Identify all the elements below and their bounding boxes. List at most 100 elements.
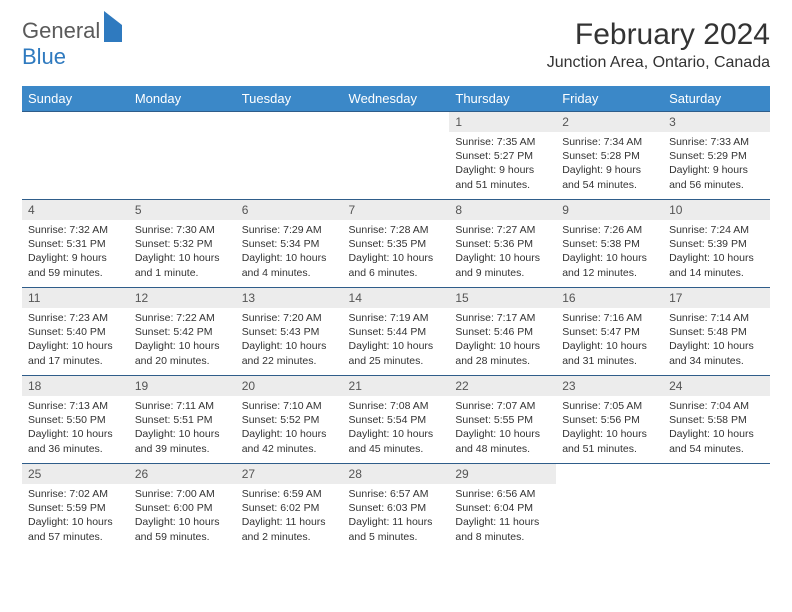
- day-number: 16: [556, 288, 663, 308]
- day-content: Sunrise: 7:34 AMSunset: 5:28 PMDaylight:…: [556, 132, 663, 196]
- day-number: 15: [449, 288, 556, 308]
- calendar-cell: 16Sunrise: 7:16 AMSunset: 5:47 PMDayligh…: [556, 288, 663, 376]
- day-content: Sunrise: 7:30 AMSunset: 5:32 PMDaylight:…: [129, 220, 236, 284]
- day-number: 13: [236, 288, 343, 308]
- day-content: Sunrise: 7:02 AMSunset: 5:59 PMDaylight:…: [22, 484, 129, 548]
- day-header: Monday: [129, 86, 236, 112]
- calendar-cell: 15Sunrise: 7:17 AMSunset: 5:46 PMDayligh…: [449, 288, 556, 376]
- day-number: 14: [343, 288, 450, 308]
- day-content: Sunrise: 7:14 AMSunset: 5:48 PMDaylight:…: [663, 308, 770, 372]
- day-number: 4: [22, 200, 129, 220]
- calendar-cell: 24Sunrise: 7:04 AMSunset: 5:58 PMDayligh…: [663, 376, 770, 464]
- calendar-cell: [663, 464, 770, 552]
- day-content: Sunrise: 7:04 AMSunset: 5:58 PMDaylight:…: [663, 396, 770, 460]
- day-number: 19: [129, 376, 236, 396]
- day-number: 20: [236, 376, 343, 396]
- day-content: Sunrise: 7:13 AMSunset: 5:50 PMDaylight:…: [22, 396, 129, 460]
- day-content: Sunrise: 7:07 AMSunset: 5:55 PMDaylight:…: [449, 396, 556, 460]
- day-content: Sunrise: 7:17 AMSunset: 5:46 PMDaylight:…: [449, 308, 556, 372]
- day-content: Sunrise: 7:27 AMSunset: 5:36 PMDaylight:…: [449, 220, 556, 284]
- calendar-cell: [22, 112, 129, 200]
- day-number: 6: [236, 200, 343, 220]
- day-content: Sunrise: 7:10 AMSunset: 5:52 PMDaylight:…: [236, 396, 343, 460]
- calendar-cell: 26Sunrise: 7:00 AMSunset: 6:00 PMDayligh…: [129, 464, 236, 552]
- day-content: Sunrise: 7:11 AMSunset: 5:51 PMDaylight:…: [129, 396, 236, 460]
- day-number: 27: [236, 464, 343, 484]
- calendar-cell: 14Sunrise: 7:19 AMSunset: 5:44 PMDayligh…: [343, 288, 450, 376]
- day-content: Sunrise: 7:19 AMSunset: 5:44 PMDaylight:…: [343, 308, 450, 372]
- day-number: 7: [343, 200, 450, 220]
- day-content: Sunrise: 7:33 AMSunset: 5:29 PMDaylight:…: [663, 132, 770, 196]
- calendar-cell: 6Sunrise: 7:29 AMSunset: 5:34 PMDaylight…: [236, 200, 343, 288]
- day-content: Sunrise: 7:24 AMSunset: 5:39 PMDaylight:…: [663, 220, 770, 284]
- day-number: 10: [663, 200, 770, 220]
- calendar-row: 11Sunrise: 7:23 AMSunset: 5:40 PMDayligh…: [22, 288, 770, 376]
- day-number: 28: [343, 464, 450, 484]
- title-block: February 2024 Junction Area, Ontario, Ca…: [547, 18, 770, 72]
- calendar-cell: 3Sunrise: 7:33 AMSunset: 5:29 PMDaylight…: [663, 112, 770, 200]
- calendar-cell: 28Sunrise: 6:57 AMSunset: 6:03 PMDayligh…: [343, 464, 450, 552]
- day-number: 12: [129, 288, 236, 308]
- calendar-cell: 8Sunrise: 7:27 AMSunset: 5:36 PMDaylight…: [449, 200, 556, 288]
- day-number: 25: [22, 464, 129, 484]
- calendar-cell: 27Sunrise: 6:59 AMSunset: 6:02 PMDayligh…: [236, 464, 343, 552]
- day-number: 29: [449, 464, 556, 484]
- calendar-cell: 22Sunrise: 7:07 AMSunset: 5:55 PMDayligh…: [449, 376, 556, 464]
- day-number: 24: [663, 376, 770, 396]
- day-number: 5: [129, 200, 236, 220]
- calendar-cell: 21Sunrise: 7:08 AMSunset: 5:54 PMDayligh…: [343, 376, 450, 464]
- day-content: Sunrise: 7:29 AMSunset: 5:34 PMDaylight:…: [236, 220, 343, 284]
- calendar-row: 1Sunrise: 7:35 AMSunset: 5:27 PMDaylight…: [22, 112, 770, 200]
- day-number: 11: [22, 288, 129, 308]
- day-number: 2: [556, 112, 663, 132]
- calendar-cell: 25Sunrise: 7:02 AMSunset: 5:59 PMDayligh…: [22, 464, 129, 552]
- month-title: February 2024: [547, 18, 770, 52]
- calendar-cell: 23Sunrise: 7:05 AMSunset: 5:56 PMDayligh…: [556, 376, 663, 464]
- day-content: Sunrise: 7:16 AMSunset: 5:47 PMDaylight:…: [556, 308, 663, 372]
- day-content: Sunrise: 7:08 AMSunset: 5:54 PMDaylight:…: [343, 396, 450, 460]
- day-header: Friday: [556, 86, 663, 112]
- calendar-row: 18Sunrise: 7:13 AMSunset: 5:50 PMDayligh…: [22, 376, 770, 464]
- day-content: Sunrise: 7:32 AMSunset: 5:31 PMDaylight:…: [22, 220, 129, 284]
- calendar-cell: [556, 464, 663, 552]
- day-header: Wednesday: [343, 86, 450, 112]
- day-content: Sunrise: 7:20 AMSunset: 5:43 PMDaylight:…: [236, 308, 343, 372]
- calendar-cell: [236, 112, 343, 200]
- day-content: Sunrise: 7:23 AMSunset: 5:40 PMDaylight:…: [22, 308, 129, 372]
- calendar-cell: 18Sunrise: 7:13 AMSunset: 5:50 PMDayligh…: [22, 376, 129, 464]
- logo-triangle-icon: [104, 11, 122, 42]
- calendar-cell: 10Sunrise: 7:24 AMSunset: 5:39 PMDayligh…: [663, 200, 770, 288]
- day-header: Sunday: [22, 86, 129, 112]
- day-content: Sunrise: 7:35 AMSunset: 5:27 PMDaylight:…: [449, 132, 556, 196]
- day-content: Sunrise: 6:59 AMSunset: 6:02 PMDaylight:…: [236, 484, 343, 548]
- day-number: 1: [449, 112, 556, 132]
- day-content: Sunrise: 6:56 AMSunset: 6:04 PMDaylight:…: [449, 484, 556, 548]
- calendar-cell: 12Sunrise: 7:22 AMSunset: 5:42 PMDayligh…: [129, 288, 236, 376]
- day-number: 9: [556, 200, 663, 220]
- logo-text-wrap: General Blue: [22, 18, 122, 70]
- logo: General Blue: [22, 18, 122, 70]
- day-number: 3: [663, 112, 770, 132]
- logo-text-general: General: [22, 18, 100, 43]
- calendar-cell: [129, 112, 236, 200]
- calendar-cell: 11Sunrise: 7:23 AMSunset: 5:40 PMDayligh…: [22, 288, 129, 376]
- calendar-cell: 19Sunrise: 7:11 AMSunset: 5:51 PMDayligh…: [129, 376, 236, 464]
- calendar-cell: 4Sunrise: 7:32 AMSunset: 5:31 PMDaylight…: [22, 200, 129, 288]
- calendar-row: 25Sunrise: 7:02 AMSunset: 5:59 PMDayligh…: [22, 464, 770, 552]
- day-content: Sunrise: 7:05 AMSunset: 5:56 PMDaylight:…: [556, 396, 663, 460]
- day-header: Saturday: [663, 86, 770, 112]
- calendar-row: 4Sunrise: 7:32 AMSunset: 5:31 PMDaylight…: [22, 200, 770, 288]
- calendar-body: 1Sunrise: 7:35 AMSunset: 5:27 PMDaylight…: [22, 112, 770, 552]
- day-header: Thursday: [449, 86, 556, 112]
- day-number: 21: [343, 376, 450, 396]
- day-number: 17: [663, 288, 770, 308]
- header: General Blue February 2024 Junction Area…: [22, 18, 770, 72]
- calendar-cell: 1Sunrise: 7:35 AMSunset: 5:27 PMDaylight…: [449, 112, 556, 200]
- day-number: 23: [556, 376, 663, 396]
- day-header: Tuesday: [236, 86, 343, 112]
- location-subtitle: Junction Area, Ontario, Canada: [547, 54, 770, 72]
- day-content: Sunrise: 7:26 AMSunset: 5:38 PMDaylight:…: [556, 220, 663, 284]
- calendar-cell: 29Sunrise: 6:56 AMSunset: 6:04 PMDayligh…: [449, 464, 556, 552]
- calendar-cell: 2Sunrise: 7:34 AMSunset: 5:28 PMDaylight…: [556, 112, 663, 200]
- calendar-cell: 20Sunrise: 7:10 AMSunset: 5:52 PMDayligh…: [236, 376, 343, 464]
